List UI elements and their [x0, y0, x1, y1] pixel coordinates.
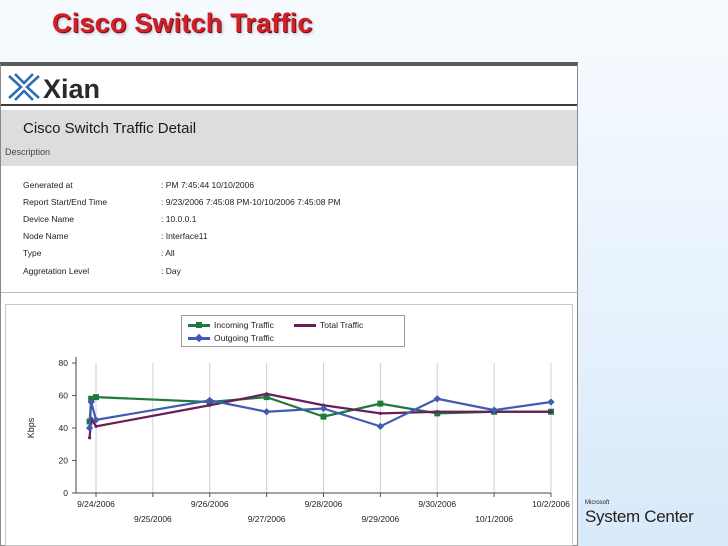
meta-value: : All — [161, 248, 175, 259]
legend-item-incoming: Incoming Traffic — [188, 320, 274, 330]
meta-row: Report Start/End Time : 9/23/2006 7:45:0… — [23, 193, 563, 210]
meta-value: : Day — [161, 265, 181, 276]
meta-row: Aggretation Level : Day — [23, 262, 563, 279]
x-tick-label: 9/24/2006 — [77, 499, 115, 509]
total-traffic-point — [208, 403, 212, 407]
incoming-traffic-point — [377, 400, 384, 407]
y-axis-label: Kbps — [26, 417, 36, 438]
incoming-traffic-point — [434, 410, 441, 417]
meta-label: Node Name — [23, 231, 69, 242]
outgoing-traffic-point — [85, 424, 94, 432]
title-band: Cisco Switch Traffic Detail Description — [1, 110, 577, 166]
chart-legend: Incoming Traffic Total Traffic Outgoing … — [181, 315, 405, 347]
x-tick-label: 10/2/2006 — [532, 499, 570, 509]
y-tick-label: 40 — [59, 423, 69, 433]
outgoing-traffic-point — [319, 404, 328, 413]
meta-row: Device Name : 10.0.0.1 — [23, 210, 563, 227]
incoming-traffic-point — [320, 413, 327, 420]
legend-swatch-total — [294, 323, 316, 327]
meta-row: Generated at : PM 7:45:44 10/10/2006 — [23, 176, 563, 193]
total-traffic-point — [378, 411, 382, 415]
legend-item-outgoing: Outgoing Traffic — [188, 333, 274, 343]
brand-small: Microsoft — [585, 500, 610, 506]
description-label: Description — [5, 147, 51, 157]
y-tick-label: 60 — [59, 391, 69, 401]
slide-title: Cisco Switch Traffic — [52, 8, 313, 38]
total-traffic-point — [94, 424, 98, 428]
legend-label-outgoing: Outgoing Traffic — [214, 333, 274, 343]
meta-value: : 10.0.0.1 — [161, 213, 197, 224]
x-tick-label: 9/28/2006 — [305, 499, 343, 509]
meta-label: Report Start/End Time — [23, 196, 108, 207]
x-tick-label: 9/30/2006 — [418, 499, 456, 509]
x-tick-label: 9/25/2006 — [134, 514, 172, 524]
meta-label: Type — [23, 248, 42, 259]
outgoing-traffic-point — [376, 422, 385, 431]
outgoing-traffic-point — [262, 408, 271, 416]
incoming-traffic-point — [93, 394, 99, 401]
system-center-logo: Microsoft System Center — [585, 500, 694, 527]
outgoing-traffic-point — [92, 416, 100, 424]
outgoing-traffic-point — [433, 395, 441, 403]
logo-text: Xian — [43, 74, 100, 104]
report-metadata: Generated at : PM 7:45:44 10/10/2006 Rep… — [23, 176, 563, 279]
outgoing-traffic-line — [88, 397, 552, 429]
report-title: Cisco Switch Traffic Detail — [23, 120, 197, 137]
legend-label-incoming: Incoming Traffic — [214, 320, 274, 330]
x-tick-label: 9/27/2006 — [248, 514, 286, 524]
meta-label: Generated at — [23, 179, 73, 190]
x-tick-label: 9/29/2006 — [361, 514, 399, 524]
legend-swatch-outgoing — [188, 336, 210, 340]
meta-row: Node Name : Interface11 — [23, 228, 563, 245]
y-tick-label: 80 — [59, 358, 69, 368]
total-traffic-point — [549, 410, 553, 414]
total-traffic-point — [265, 392, 269, 396]
outgoing-traffic-point — [87, 398, 95, 406]
total-traffic-line — [88, 392, 551, 438]
legend-swatch-incoming — [188, 321, 210, 328]
xian-logo: Xian — [8, 73, 100, 104]
incoming-traffic-point — [263, 394, 270, 401]
traffic-chart: 0 20 40 60 80 Kbps 9/24/2006 9/25/2006 9/26/2006… — [5, 304, 573, 546]
meta-value: : 9/23/2006 7:45:08 PM-10/10/2006 7:45:0… — [161, 196, 341, 207]
meta-value: : Interface11 — [161, 231, 208, 242]
outgoing-traffic-point — [547, 398, 555, 406]
meta-row: Type : All — [23, 245, 563, 262]
y-tick-label: 0 — [63, 488, 68, 498]
logo-bar: Xian — [1, 66, 577, 106]
meta-value: : PM 7:45:44 10/10/2006 — [161, 179, 255, 190]
y-tick-label: 20 — [59, 456, 69, 466]
report-panel: Xian Cisco Switch Traffic Detail Descrip… — [0, 62, 578, 546]
legend-label-total: Total Traffic — [320, 320, 364, 330]
divider — [1, 292, 577, 293]
chart-canvas: 0 20 40 60 80 Kbps 9/24/2006 9/25/2006 9/26/2006… — [26, 357, 570, 524]
legend-item-total: Total Traffic — [294, 320, 363, 330]
outgoing-traffic-point — [490, 406, 498, 414]
outgoing-traffic-point — [206, 396, 214, 405]
meta-label: Aggretation Level — [23, 265, 90, 276]
total-traffic-point — [435, 410, 439, 414]
meta-label: Device Name — [23, 213, 75, 224]
x-tick-label: 10/1/2006 — [475, 514, 513, 524]
brand-big: System Center — [585, 507, 694, 526]
total-traffic-point — [88, 436, 92, 440]
x-tick-label: 9/26/2006 — [191, 499, 229, 509]
